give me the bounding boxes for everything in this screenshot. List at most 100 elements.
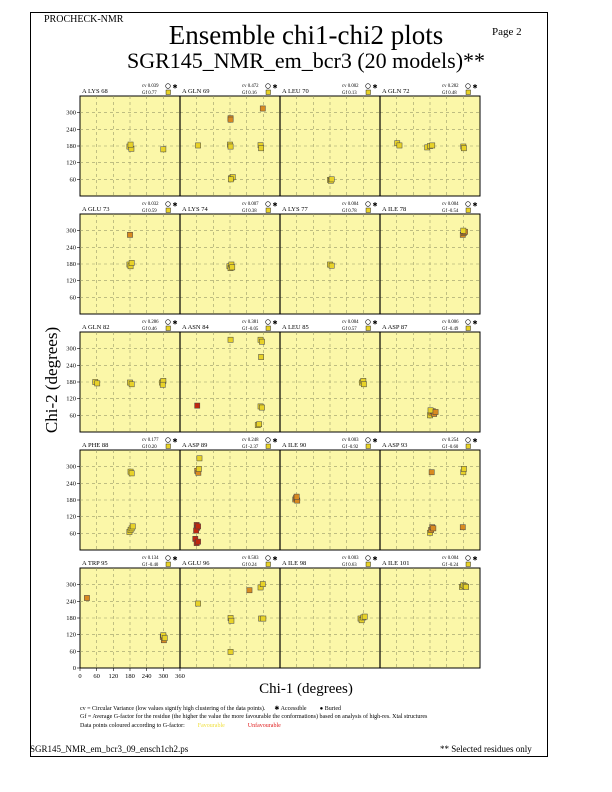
y-tick-label: 120 [66,396,76,403]
residue-label: A GLN 82 [82,324,109,331]
gf-label: Gf 0.24 [242,563,257,568]
accessible-icon: ✱ [274,706,280,712]
accessibility-icon: ✱ [272,84,277,91]
clock-icon [265,555,271,561]
data-point [160,146,167,153]
cv-label: cv 0.004 [342,320,359,325]
gf-label: Gf 0.77 [142,91,157,96]
footer-note: ** Selected residues only [440,744,532,754]
data-point [128,381,135,388]
data-point [196,455,203,462]
page-frame [30,12,548,757]
accessibility-icon: ✱ [172,84,177,91]
residue-label: A ILE 98 [282,560,306,567]
data-point [194,402,201,409]
accessibility-icon: ✱ [172,438,177,445]
x-tick-label: 240 [142,673,152,680]
gf-color-swatch [165,561,171,567]
clock-icon [365,555,371,561]
data-point [428,469,435,476]
clock-icon [465,201,471,207]
gf-color-swatch [165,89,171,95]
data-point [195,523,201,530]
y-tick-label: 240 [66,362,76,369]
data-point [396,142,403,149]
residue-label: A ILE 90 [282,442,306,449]
residue-label: A GLN 72 [382,88,409,95]
clock-icon [165,437,171,443]
x-tick-label: 300 [158,673,168,680]
accessibility-icon: ✱ [272,556,277,563]
cv-label: cv 0.039 [142,84,159,89]
y-tick-label: 300 [66,464,76,471]
gf-label: Gf 0.46 [142,327,157,332]
y-tick-label: 240 [66,480,76,487]
page-subtitle: SGR145_NMR_em_bcr3 (20 models)** [126,48,486,73]
data-point [460,227,467,234]
clock-icon [265,83,271,89]
cv-label: cv 0.006 [442,320,459,325]
gf-label: Gf 0.38 [242,209,257,214]
residue-label: A TRP 95 [82,560,108,567]
page-title: Ensemble chi1-chi2 plots [168,20,444,50]
accessibility-icon: ✱ [172,556,177,563]
gf-color-swatch [265,325,271,331]
data-point [463,584,469,590]
y-tick-label: 180 [66,261,76,268]
cv-label: cv 0.583 [242,556,259,561]
x-tick-label: 180 [125,673,135,680]
y-tick-label: 60 [70,530,77,537]
cv-label: cv 0.004 [442,202,459,207]
y-tick-label: 120 [66,160,76,167]
program-name: PROCHECK-NMR [44,14,124,25]
data-point [127,231,133,238]
y-tick-label: 0 [73,665,76,672]
gf-color-swatch [365,443,371,449]
data-point [260,615,267,622]
gf-color-swatch [465,207,471,213]
residue-label: A LEU 70 [282,88,309,95]
gf-label: Gf -0.24 [442,563,459,568]
data-point [293,493,300,500]
data-point [361,613,368,620]
legend-buried: Buried [324,706,342,712]
cv-label: cv 0.248 [242,438,259,443]
data-point [229,264,236,271]
y-tick-label: 120 [66,632,76,639]
residue-label: A ASP 89 [182,442,207,449]
y-axis-label: Chi-2 (degrees) [42,326,61,434]
cv-label: cv 0.003 [342,438,359,443]
data-point [127,141,134,148]
cv-label: cv 0.254 [442,438,459,443]
gf-color-swatch [365,207,371,213]
cv-label: cv 0.003 [342,556,359,561]
page-number: Page 2 [492,26,522,38]
accessibility-icon: ✱ [372,556,377,563]
y-tick-label: 60 [70,412,77,419]
gf-color-swatch [165,443,171,449]
x-tick-label: 0 [78,673,81,680]
cv-label: cv 0.286 [142,320,159,325]
gf-label: Gf -0.54 [442,209,459,214]
data-point [259,404,265,411]
accessibility-icon: ✱ [472,84,477,91]
gf-color-swatch [165,325,171,331]
residue-label: A ILE 78 [382,206,406,213]
gf-color-swatch [265,207,271,213]
cv-label: cv 0.007 [242,202,259,207]
gf-color-swatch [265,443,271,449]
data-point [94,380,101,387]
y-tick-label: 180 [66,379,76,386]
data-point [195,538,201,545]
accessibility-icon: ✱ [372,320,377,327]
accessibility-icon: ✱ [272,202,277,209]
accessibility-icon: ✱ [472,202,477,209]
clock-icon [465,83,471,89]
y-tick-label: 120 [66,514,76,521]
data-point [461,145,467,152]
legend-color-text: Data points coloured according to G-fact… [80,723,185,729]
gf-color-swatch [265,561,271,567]
clock-icon [365,319,371,325]
y-tick-label: 120 [66,278,76,285]
accessibility-icon: ✱ [172,320,177,327]
